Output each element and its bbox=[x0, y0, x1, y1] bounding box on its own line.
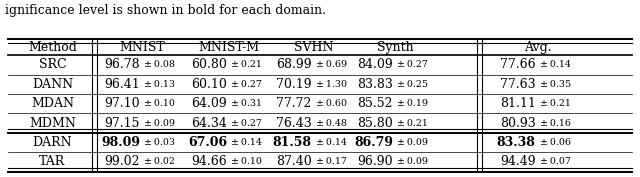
Text: 77.63: 77.63 bbox=[500, 78, 536, 91]
Text: 81.58: 81.58 bbox=[273, 136, 312, 149]
Text: ± 0.19: ± 0.19 bbox=[397, 99, 428, 108]
Text: DARN: DARN bbox=[33, 136, 72, 149]
Text: ± 1.30: ± 1.30 bbox=[316, 80, 346, 89]
Text: 96.90: 96.90 bbox=[357, 155, 393, 169]
Text: 64.09: 64.09 bbox=[191, 97, 227, 110]
Text: ± 0.09: ± 0.09 bbox=[397, 158, 428, 167]
Text: 60.80: 60.80 bbox=[191, 58, 227, 71]
Text: MNIST-M: MNIST-M bbox=[198, 41, 260, 53]
Text: ± 0.10: ± 0.10 bbox=[144, 99, 175, 108]
Text: 68.99: 68.99 bbox=[276, 58, 312, 71]
Text: 77.72: 77.72 bbox=[276, 97, 312, 110]
Text: ± 0.21: ± 0.21 bbox=[397, 119, 428, 128]
Text: 83.83: 83.83 bbox=[357, 78, 393, 91]
Text: 77.66: 77.66 bbox=[500, 58, 536, 71]
Text: MNIST: MNIST bbox=[119, 41, 165, 53]
Text: ± 0.27: ± 0.27 bbox=[231, 119, 262, 128]
Text: MDAN: MDAN bbox=[31, 97, 74, 110]
Text: ± 0.03: ± 0.03 bbox=[144, 138, 175, 147]
Text: ± 0.08: ± 0.08 bbox=[144, 60, 175, 69]
Text: ± 0.31: ± 0.31 bbox=[231, 99, 262, 108]
Text: ± 0.21: ± 0.21 bbox=[540, 99, 570, 108]
Text: ± 0.13: ± 0.13 bbox=[144, 80, 175, 89]
Text: MDMN: MDMN bbox=[29, 117, 76, 130]
Text: 81.11: 81.11 bbox=[500, 97, 536, 110]
Text: ± 0.14: ± 0.14 bbox=[231, 138, 262, 147]
Text: ± 0.27: ± 0.27 bbox=[397, 60, 428, 69]
Text: ± 0.14: ± 0.14 bbox=[316, 138, 346, 147]
Text: SRC: SRC bbox=[38, 58, 67, 71]
Text: ± 0.25: ± 0.25 bbox=[397, 80, 428, 89]
Text: ± 0.14: ± 0.14 bbox=[540, 60, 570, 69]
Text: 94.49: 94.49 bbox=[500, 155, 536, 169]
Text: 98.09: 98.09 bbox=[101, 136, 140, 149]
Text: ± 0.17: ± 0.17 bbox=[316, 158, 346, 167]
Text: 80.93: 80.93 bbox=[500, 117, 536, 130]
Text: ± 0.06: ± 0.06 bbox=[540, 138, 570, 147]
Text: 76.43: 76.43 bbox=[276, 117, 312, 130]
Text: 87.40: 87.40 bbox=[276, 155, 312, 169]
Text: 99.02: 99.02 bbox=[105, 155, 140, 169]
Text: ± 0.48: ± 0.48 bbox=[316, 119, 346, 128]
Text: 83.38: 83.38 bbox=[497, 136, 536, 149]
Text: Avg.: Avg. bbox=[524, 41, 552, 53]
Text: DANN: DANN bbox=[32, 78, 73, 91]
Text: 85.80: 85.80 bbox=[357, 117, 393, 130]
Text: ± 0.09: ± 0.09 bbox=[397, 138, 428, 147]
Text: ± 0.69: ± 0.69 bbox=[316, 60, 347, 69]
Text: 70.19: 70.19 bbox=[276, 78, 312, 91]
Text: 86.79: 86.79 bbox=[354, 136, 393, 149]
Text: 97.15: 97.15 bbox=[105, 117, 140, 130]
Text: ± 0.10: ± 0.10 bbox=[231, 158, 262, 167]
Text: 97.10: 97.10 bbox=[104, 97, 140, 110]
Text: 96.41: 96.41 bbox=[104, 78, 140, 91]
Text: 94.66: 94.66 bbox=[191, 155, 227, 169]
Text: ± 0.09: ± 0.09 bbox=[144, 119, 175, 128]
Text: ± 0.21: ± 0.21 bbox=[231, 60, 262, 69]
Text: SVHN: SVHN bbox=[294, 41, 333, 53]
Text: 60.10: 60.10 bbox=[191, 78, 227, 91]
Text: 96.78: 96.78 bbox=[104, 58, 140, 71]
Text: ± 0.27: ± 0.27 bbox=[231, 80, 262, 89]
Text: 67.06: 67.06 bbox=[188, 136, 227, 149]
Text: ignificance level is shown in bold for each domain.: ignificance level is shown in bold for e… bbox=[5, 4, 326, 17]
Text: ± 0.02: ± 0.02 bbox=[144, 158, 175, 167]
Text: TAR: TAR bbox=[39, 155, 66, 169]
Text: Method: Method bbox=[28, 41, 77, 53]
Text: ± 0.07: ± 0.07 bbox=[540, 158, 570, 167]
Text: ± 0.16: ± 0.16 bbox=[540, 119, 570, 128]
Text: 64.34: 64.34 bbox=[191, 117, 227, 130]
Text: Synth: Synth bbox=[376, 41, 413, 53]
Text: 84.09: 84.09 bbox=[357, 58, 393, 71]
Text: ± 0.60: ± 0.60 bbox=[316, 99, 346, 108]
Text: 85.52: 85.52 bbox=[358, 97, 393, 110]
Text: ± 0.35: ± 0.35 bbox=[540, 80, 571, 89]
